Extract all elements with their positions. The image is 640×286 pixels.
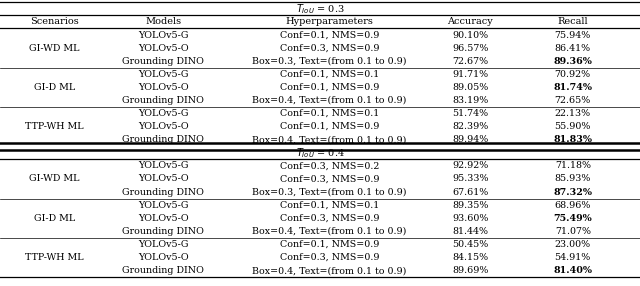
- Text: Models: Models: [145, 17, 181, 26]
- Text: 84.15%: 84.15%: [452, 253, 488, 262]
- Text: YOLOv5-G: YOLOv5-G: [138, 70, 188, 79]
- Text: $T_{IoU}$ = 0.4: $T_{IoU}$ = 0.4: [296, 146, 344, 160]
- Text: Conf=0.3, NMS=0.9: Conf=0.3, NMS=0.9: [280, 43, 380, 53]
- Text: 92.92%: 92.92%: [452, 161, 488, 170]
- Text: YOLOv5-G: YOLOv5-G: [138, 31, 188, 39]
- Text: Grounding DINO: Grounding DINO: [122, 96, 204, 105]
- Text: 22.13%: 22.13%: [555, 109, 591, 118]
- Text: Box=0.4, Text=(from 0.1 to 0.9): Box=0.4, Text=(from 0.1 to 0.9): [252, 227, 407, 236]
- Text: Box=0.4, Text=(from 0.1 to 0.9): Box=0.4, Text=(from 0.1 to 0.9): [252, 96, 407, 105]
- Text: 81.74%: 81.74%: [554, 83, 592, 92]
- Text: Grounding DINO: Grounding DINO: [122, 57, 204, 66]
- Text: YOLOv5-G: YOLOv5-G: [138, 201, 188, 210]
- Text: 90.10%: 90.10%: [452, 31, 488, 39]
- Text: 86.41%: 86.41%: [555, 43, 591, 53]
- Text: Box=0.4, Text=(from 0.1 to 0.9): Box=0.4, Text=(from 0.1 to 0.9): [252, 266, 407, 275]
- Text: YOLOv5-O: YOLOv5-O: [138, 83, 189, 92]
- Text: Conf=0.1, NMS=0.1: Conf=0.1, NMS=0.1: [280, 201, 380, 210]
- Text: 71.07%: 71.07%: [555, 227, 591, 236]
- Text: 89.69%: 89.69%: [452, 266, 488, 275]
- Text: Recall: Recall: [557, 17, 588, 26]
- Text: Conf=0.3, NMS=0.9: Conf=0.3, NMS=0.9: [280, 253, 380, 262]
- Text: 85.93%: 85.93%: [555, 174, 591, 184]
- Text: 81.40%: 81.40%: [554, 266, 592, 275]
- Text: Box=0.3, Text=(from 0.1 to 0.9): Box=0.3, Text=(from 0.1 to 0.9): [252, 188, 407, 196]
- Text: Grounding DINO: Grounding DINO: [122, 266, 204, 275]
- Text: 55.90%: 55.90%: [555, 122, 591, 131]
- Text: 95.33%: 95.33%: [452, 174, 489, 184]
- Text: 83.19%: 83.19%: [452, 96, 488, 105]
- Text: YOLOv5-G: YOLOv5-G: [138, 161, 188, 170]
- Text: GI-WD ML: GI-WD ML: [29, 43, 79, 53]
- Text: YOLOv5-G: YOLOv5-G: [138, 240, 188, 249]
- Text: 70.92%: 70.92%: [555, 70, 591, 79]
- Text: Conf=0.1, NMS=0.9: Conf=0.1, NMS=0.9: [280, 31, 380, 39]
- Text: Scenarios: Scenarios: [30, 17, 79, 26]
- Text: 54.91%: 54.91%: [555, 253, 591, 262]
- Text: 71.18%: 71.18%: [555, 161, 591, 170]
- Text: Hyperparameters: Hyperparameters: [285, 17, 374, 26]
- Text: 82.39%: 82.39%: [452, 122, 488, 131]
- Text: 81.44%: 81.44%: [452, 227, 488, 236]
- Text: 75.94%: 75.94%: [555, 31, 591, 39]
- Text: 93.60%: 93.60%: [452, 214, 488, 223]
- Text: YOLOv5-G: YOLOv5-G: [138, 109, 188, 118]
- Text: 68.96%: 68.96%: [555, 201, 591, 210]
- Text: Accuracy: Accuracy: [447, 17, 493, 26]
- Text: 81.83%: 81.83%: [554, 135, 592, 144]
- Text: Conf=0.1, NMS=0.1: Conf=0.1, NMS=0.1: [280, 109, 380, 118]
- Text: YOLOv5-O: YOLOv5-O: [138, 214, 189, 223]
- Text: TTP-WH ML: TTP-WH ML: [25, 253, 84, 262]
- Text: YOLOv5-O: YOLOv5-O: [138, 253, 189, 262]
- Text: GI-D ML: GI-D ML: [34, 83, 75, 92]
- Text: 89.35%: 89.35%: [452, 201, 488, 210]
- Text: YOLOv5-O: YOLOv5-O: [138, 122, 189, 131]
- Text: 96.57%: 96.57%: [452, 43, 488, 53]
- Text: Grounding DINO: Grounding DINO: [122, 227, 204, 236]
- Text: Grounding DINO: Grounding DINO: [122, 135, 204, 144]
- Text: 50.45%: 50.45%: [452, 240, 488, 249]
- Text: 87.32%: 87.32%: [554, 188, 592, 196]
- Text: 89.36%: 89.36%: [554, 57, 592, 66]
- Text: YOLOv5-O: YOLOv5-O: [138, 43, 189, 53]
- Text: Conf=0.3, NMS=0.2: Conf=0.3, NMS=0.2: [280, 161, 380, 170]
- Text: Conf=0.1, NMS=0.9: Conf=0.1, NMS=0.9: [280, 240, 380, 249]
- Text: Conf=0.3, NMS=0.9: Conf=0.3, NMS=0.9: [280, 214, 380, 223]
- Text: 23.00%: 23.00%: [555, 240, 591, 249]
- Text: 75.49%: 75.49%: [554, 214, 592, 223]
- Text: Conf=0.1, NMS=0.9: Conf=0.1, NMS=0.9: [280, 83, 380, 92]
- Text: 51.74%: 51.74%: [452, 109, 488, 118]
- Text: GI-D ML: GI-D ML: [34, 214, 75, 223]
- Text: GI-WD ML: GI-WD ML: [29, 174, 79, 184]
- Text: Box=0.4, Text=(from 0.1 to 0.9): Box=0.4, Text=(from 0.1 to 0.9): [252, 135, 407, 144]
- Text: YOLOv5-O: YOLOv5-O: [138, 174, 189, 184]
- Text: Conf=0.1, NMS=0.9: Conf=0.1, NMS=0.9: [280, 122, 380, 131]
- Text: 72.65%: 72.65%: [555, 96, 591, 105]
- Text: Conf=0.3, NMS=0.9: Conf=0.3, NMS=0.9: [280, 174, 380, 184]
- Text: 91.71%: 91.71%: [452, 70, 488, 79]
- Text: $T_{IoU}$ = 0.3: $T_{IoU}$ = 0.3: [296, 2, 344, 16]
- Text: TTP-WH ML: TTP-WH ML: [25, 122, 84, 131]
- Text: Grounding DINO: Grounding DINO: [122, 188, 204, 196]
- Text: 67.61%: 67.61%: [452, 188, 488, 196]
- Text: 89.94%: 89.94%: [452, 135, 488, 144]
- Text: Box=0.3, Text=(from 0.1 to 0.9): Box=0.3, Text=(from 0.1 to 0.9): [252, 57, 407, 66]
- Text: 89.05%: 89.05%: [452, 83, 488, 92]
- Text: Conf=0.1, NMS=0.1: Conf=0.1, NMS=0.1: [280, 70, 380, 79]
- Text: 72.67%: 72.67%: [452, 57, 488, 66]
